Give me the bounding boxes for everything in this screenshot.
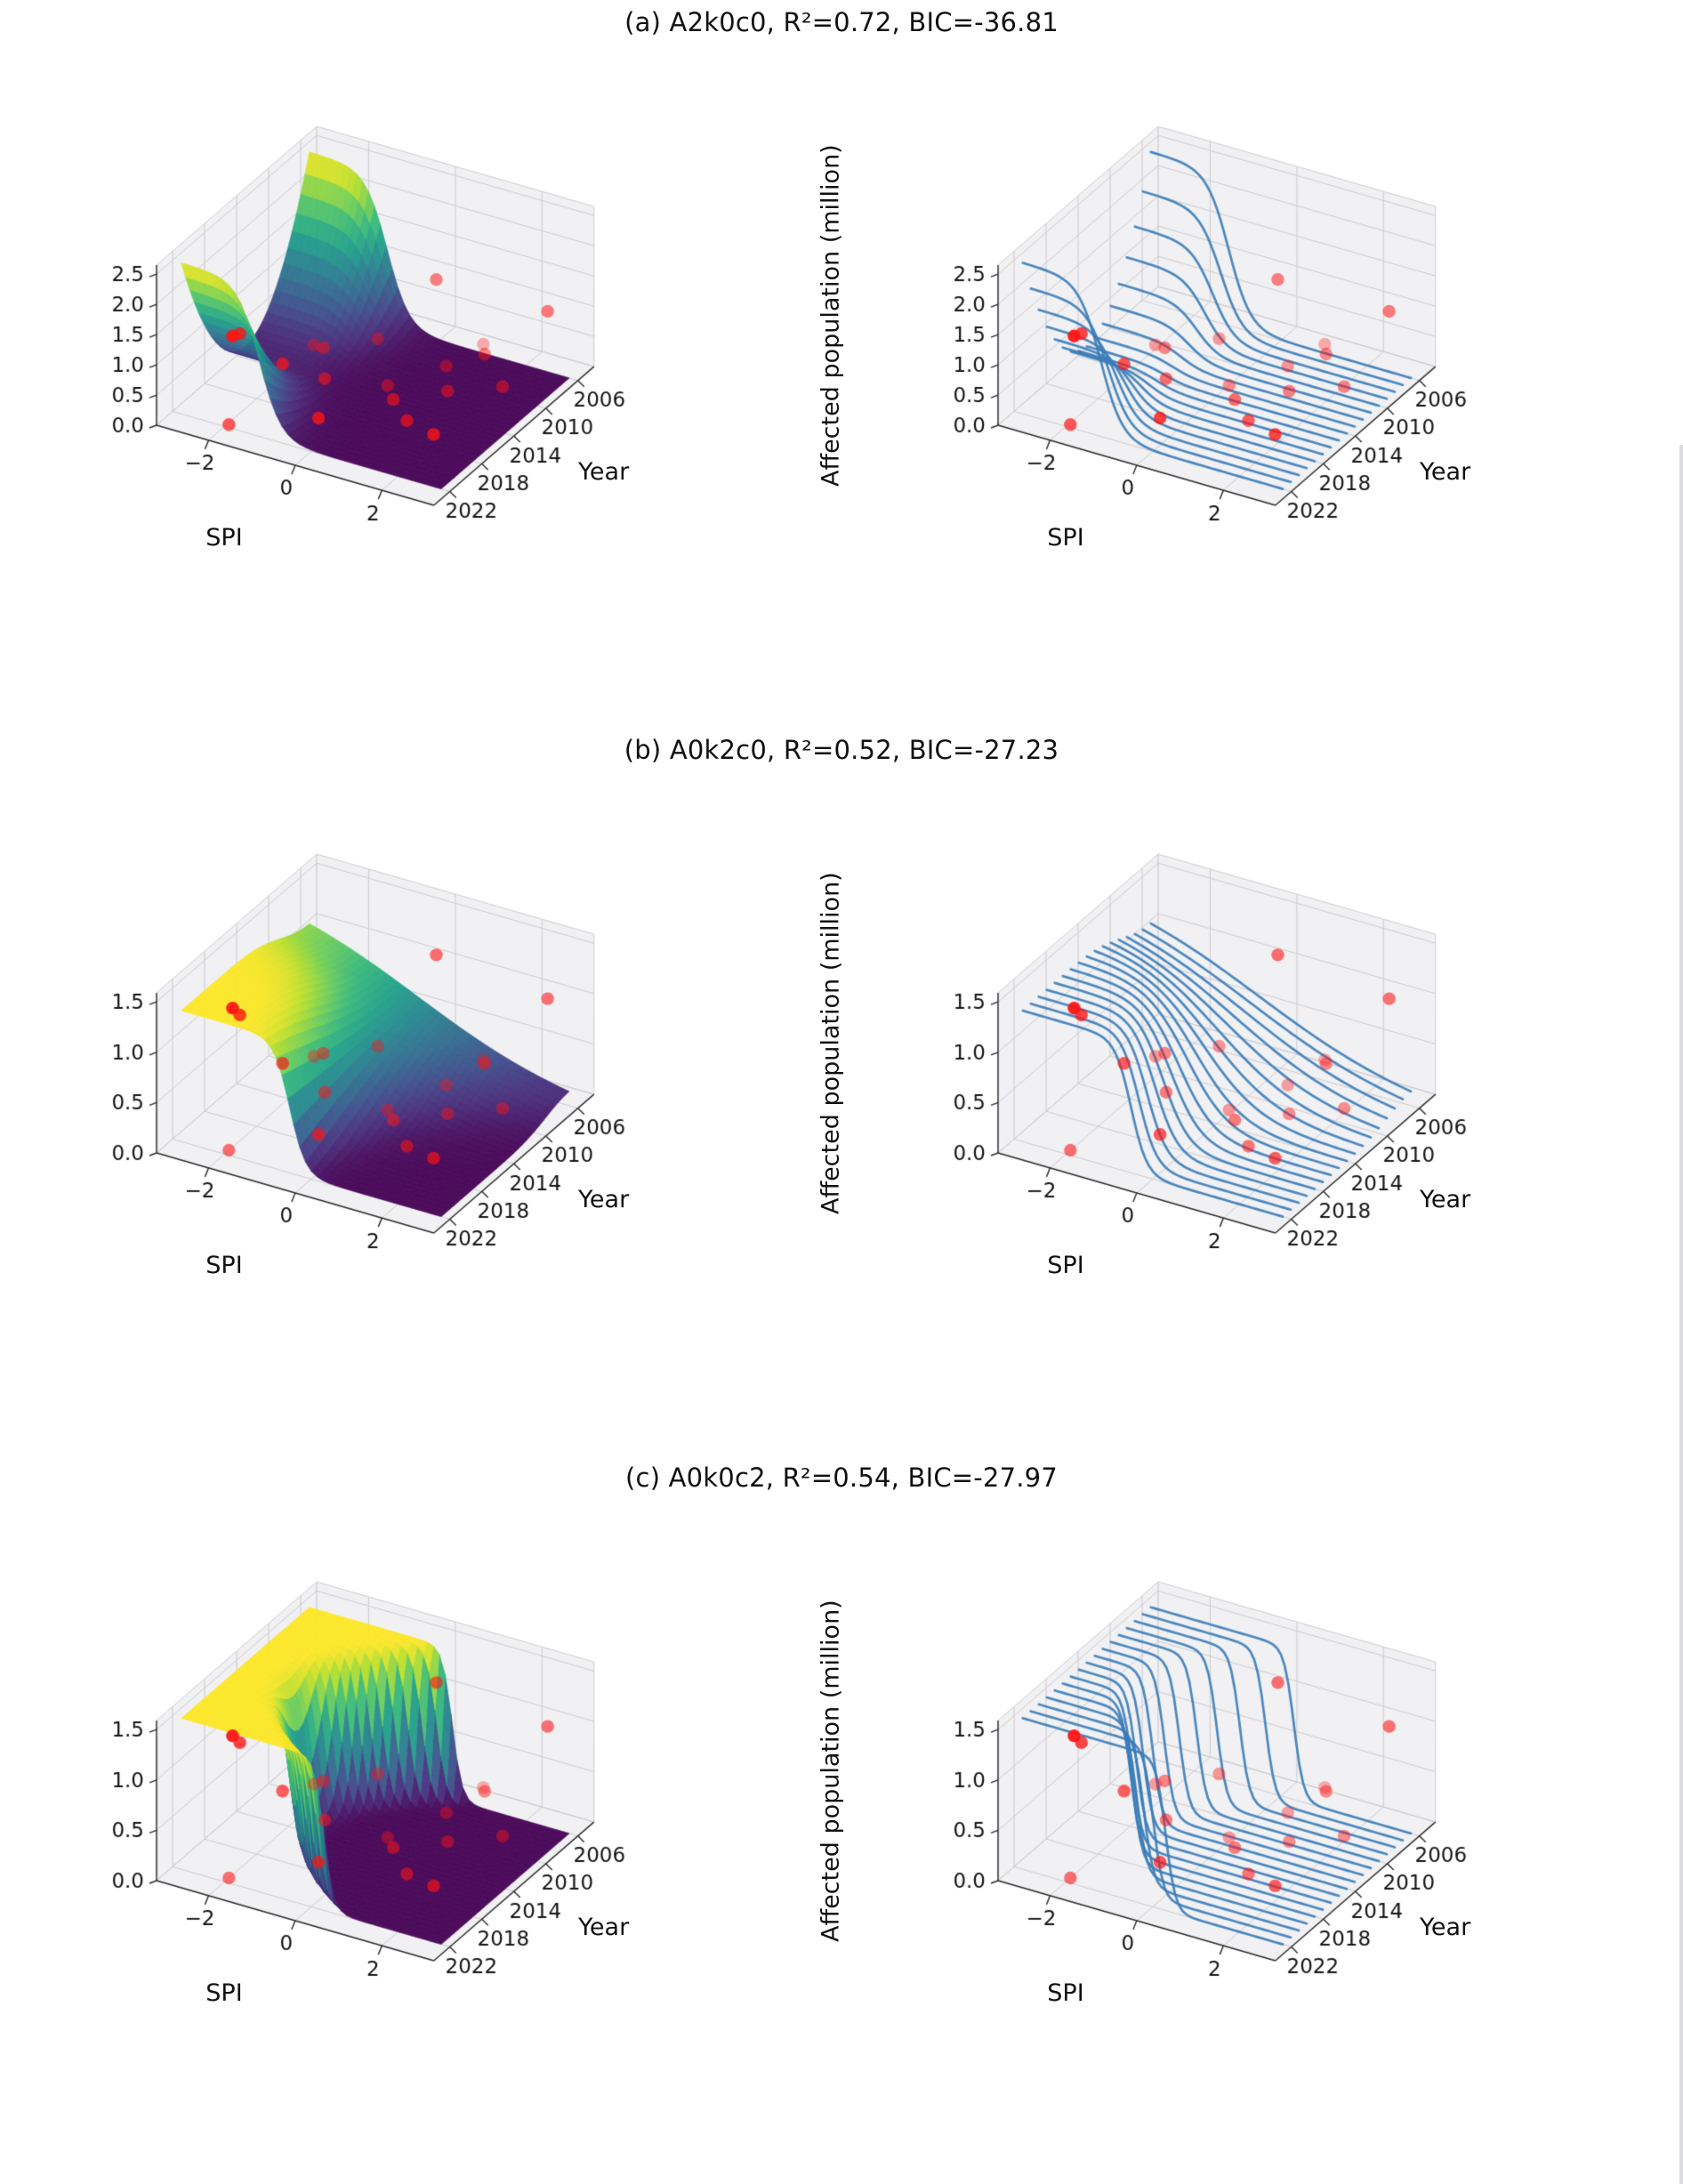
year-axis-label: Year [578,458,630,486]
panel-c-row: (c) A0k0c2, R²=0.54, BIC=-27.97 SPI Year… [0,1455,1683,2183]
spi-axis-label: SPI [1047,1979,1084,2007]
year-axis-label: Year [578,1186,630,1213]
panel-a-title: (a) A2k0c0, R²=0.72, BIC=-36.81 [624,7,1059,37]
affected-population-axis-label: Affected population (million) [817,144,845,488]
panel-b-title: (b) A0k2c0, R²=0.52, BIC=-27.23 [624,735,1059,765]
panel-b-lines-canvas [847,770,1541,1358]
year-axis-label: Year [1420,458,1471,486]
panel-b-lines-subplot: Affected population (million) SPI Year [817,770,1541,1358]
spi-axis-label: SPI [205,524,243,552]
spi-axis-label: SPI [1047,524,1084,552]
spi-axis-label: SPI [205,1252,243,1279]
panel-a-lines-canvas [847,43,1541,630]
panel-a-surface-canvas [5,43,699,630]
year-axis-label: Year [578,1914,630,1941]
spi-axis-label: SPI [205,1979,243,2007]
panel-b-surface-canvas [5,770,699,1358]
page-edge-scrollbar[interactable] [1679,445,1683,2184]
panel-a-lines-subplot: Affected population (million) SPI Year [817,43,1541,630]
year-axis-label: Year [1420,1914,1471,1941]
panel-b-surface-subplot: SPI Year [5,770,699,1358]
panel-c-lines-canvas [847,1498,1541,2085]
panel-a-surface-subplot: SPI Year [5,43,699,630]
panel-c-title: (c) A0k0c2, R²=0.54, BIC=-27.97 [625,1463,1058,1493]
panel-c-surface-canvas [5,1498,699,2085]
affected-population-axis-label: Affected population (million) [817,872,845,1215]
affected-population-axis-label: Affected population (million) [817,1600,845,1943]
panel-c-lines-subplot: Affected population (million) SPI Year [817,1498,1541,2085]
year-axis-label: Year [1420,1186,1471,1213]
panel-b-row: (b) A0k2c0, R²=0.52, BIC=-27.23 SPI Year… [0,728,1683,1455]
panel-a-row: (a) A2k0c0, R²=0.72, BIC=-36.81 SPI Year… [0,0,1683,728]
spi-axis-label: SPI [1047,1252,1084,1279]
panel-c-surface-subplot: SPI Year [5,1498,699,2085]
